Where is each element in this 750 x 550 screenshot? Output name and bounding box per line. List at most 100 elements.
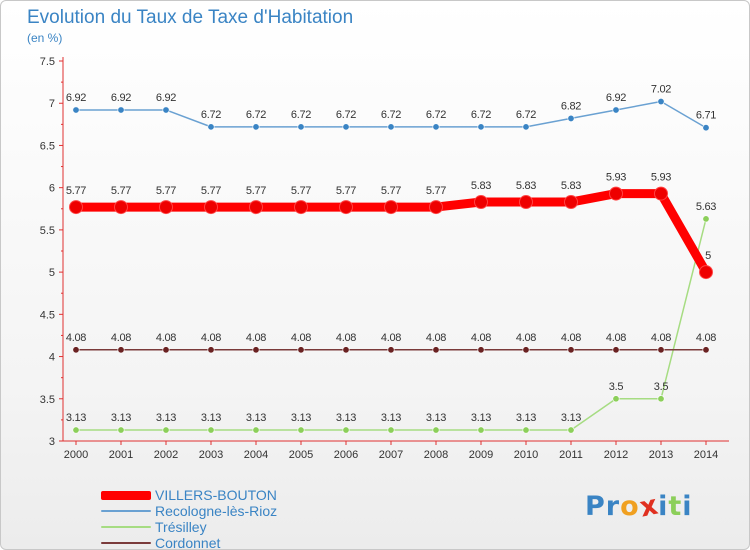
data-point: [612, 395, 620, 403]
data-label: 5.77: [336, 185, 356, 197]
data-label: 3.13: [426, 412, 446, 424]
x-tick-label: 2003: [199, 449, 223, 461]
data-point: [342, 426, 350, 434]
data-label: 5.93: [651, 172, 671, 184]
legend-item-tresilley: Trésilley: [101, 519, 277, 535]
x-tick-label: 2013: [649, 449, 673, 461]
data-point: [387, 123, 395, 131]
data-point: [522, 123, 530, 131]
data-label: 6.72: [201, 109, 221, 121]
legend-label: VILLERS-BOUTON: [155, 487, 277, 503]
x-tick-label: 2008: [424, 449, 448, 461]
data-point: [72, 106, 80, 114]
series-line: [75, 218, 707, 431]
data-label: 3.13: [156, 412, 176, 424]
data-point: [387, 346, 395, 354]
data-label: 3.13: [111, 412, 131, 424]
data-point: [612, 346, 620, 354]
data-point: [207, 426, 215, 434]
logo-letter: o: [620, 491, 640, 522]
y-tick-label: 7.5: [40, 56, 55, 68]
data-point: [567, 346, 575, 354]
legend-swatch-villers-bouton: [101, 490, 151, 500]
data-label: 4.08: [246, 332, 266, 344]
data-point: [297, 123, 305, 131]
data-point: [564, 195, 578, 210]
data-point: [72, 346, 80, 354]
data-label: 3.13: [201, 412, 221, 424]
logo-letter: P: [585, 491, 606, 522]
data-label: 4.08: [291, 332, 311, 344]
legend-item-recologne: Recologne-lès-Rioz: [101, 503, 277, 519]
data-point: [567, 426, 575, 434]
x-tick-label: 2006: [334, 449, 358, 461]
data-label: 6.72: [381, 109, 401, 121]
data-label: 4.08: [336, 332, 356, 344]
data-point: [384, 200, 398, 215]
data-point: [252, 426, 260, 434]
data-point: [429, 200, 443, 215]
data-point: [297, 346, 305, 354]
data-label: 3.13: [246, 412, 266, 424]
data-label: 6.92: [156, 92, 176, 104]
data-point: [342, 123, 350, 131]
data-point: [567, 114, 575, 122]
x-tick-label: 2012: [604, 449, 628, 461]
data-label: 6.72: [336, 109, 356, 121]
x-tick-label: 2014: [694, 449, 718, 461]
data-label: 5.77: [291, 185, 311, 197]
data-label: 5.93: [606, 172, 626, 184]
data-label: 3.5: [654, 381, 669, 393]
legend-item-cordonnet: Cordonnet: [101, 535, 277, 550]
x-tick-label: 2002: [154, 449, 178, 461]
data-point: [162, 426, 170, 434]
data-label: 6.82: [561, 100, 581, 112]
legend-swatch-recologne: [101, 510, 151, 512]
legend-label: Trésilley: [155, 519, 207, 535]
legend-label: Cordonnet: [155, 535, 221, 550]
data-point: [117, 426, 125, 434]
y-tick-label: 6.5: [40, 140, 55, 152]
data-point: [432, 426, 440, 434]
data-label: 5.83: [471, 180, 491, 192]
legend: VILLERS-BOUTON Recologne-lès-Rioz Trésil…: [101, 487, 277, 550]
legend-swatch-tresilley: [101, 526, 151, 528]
data-point: [159, 200, 173, 215]
data-label: 5.83: [561, 180, 581, 192]
x-tick-label: 2007: [379, 449, 403, 461]
data-point: [117, 346, 125, 354]
legend-item-villers-bouton: VILLERS-BOUTON: [101, 487, 277, 503]
data-label: 6.92: [66, 92, 86, 104]
data-label: 4.08: [381, 332, 401, 344]
data-label: 3.13: [336, 412, 356, 424]
chart-title: Evolution du Taux de Taxe d'Habitation: [27, 7, 354, 28]
data-point: [657, 98, 665, 106]
data-label: 6.92: [111, 92, 131, 104]
y-tick-label: 3.5: [40, 394, 55, 406]
data-label: 6.72: [426, 109, 446, 121]
data-point: [339, 200, 353, 215]
data-label: 4.08: [156, 332, 176, 344]
x-tick-label: 2001: [109, 449, 133, 461]
data-label: 3.13: [561, 412, 581, 424]
data-label: 3.13: [66, 412, 86, 424]
data-point: [702, 215, 710, 223]
data-point: [477, 346, 485, 354]
data-point: [114, 200, 128, 215]
data-label: 5.77: [246, 185, 266, 197]
data-label: 4.08: [111, 332, 131, 344]
logo-letter: i: [682, 491, 693, 522]
data-label: 5.77: [381, 185, 401, 197]
x-tick-label: 2011: [559, 449, 583, 461]
legend-label: Recologne-lès-Rioz: [155, 503, 278, 519]
chart-subtitle: (en %): [27, 31, 63, 45]
data-point: [297, 426, 305, 434]
data-point: [117, 106, 125, 114]
data-label: 6.92: [606, 92, 626, 104]
data-point: [519, 195, 533, 210]
data-label: 6.72: [471, 109, 491, 121]
x-tick-label: 2000: [64, 449, 88, 461]
data-label: 5.83: [516, 180, 536, 192]
data-label: 4.08: [651, 332, 671, 344]
data-label: 6.72: [516, 109, 536, 121]
